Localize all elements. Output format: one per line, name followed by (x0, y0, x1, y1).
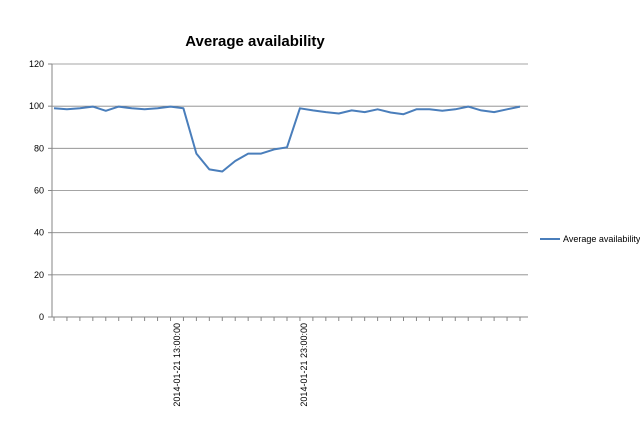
y-tick-label: 20 (34, 270, 44, 280)
data-point (351, 109, 353, 111)
y-axis-ticks: 0 20 40 60 80 100 120 (29, 59, 52, 322)
data-point (377, 108, 379, 110)
y-tick-label: 100 (29, 101, 44, 111)
data-point (66, 108, 68, 110)
data-point (234, 160, 236, 162)
y-tick-label: 120 (29, 59, 44, 69)
x-axis-ticks: 2014-01-21 13:00:00 2014-01-21 23:00:00 (53, 317, 521, 407)
data-point (144, 108, 146, 110)
data-point (390, 111, 392, 113)
data-point (325, 111, 327, 113)
data-point (441, 110, 443, 112)
data-point (92, 106, 94, 108)
x-tick-label: 2014-01-21 13:00:00 (172, 323, 182, 407)
data-point (53, 107, 55, 109)
data-point (157, 107, 159, 109)
data-point (480, 109, 482, 111)
data-point (364, 111, 366, 113)
data-point (247, 153, 249, 155)
data-point (131, 107, 133, 109)
data-point (105, 110, 107, 112)
data-point (467, 106, 469, 108)
data-point (299, 107, 301, 109)
data-point (170, 106, 172, 108)
data-point (506, 108, 508, 110)
series-group (53, 105, 521, 173)
data-point (182, 107, 184, 109)
data-point (493, 111, 495, 113)
series-line (53, 105, 521, 173)
y-tick-label: 40 (34, 228, 44, 238)
data-point (403, 113, 405, 115)
data-point (260, 153, 262, 155)
data-point (312, 109, 314, 111)
data-point (519, 106, 521, 108)
data-point (79, 107, 81, 109)
data-point (273, 148, 275, 150)
legend-label: Average availability (563, 234, 640, 244)
data-point (118, 106, 120, 108)
data-point (195, 153, 197, 155)
data-point (286, 146, 288, 148)
data-point (208, 168, 210, 170)
y-tick-label: 60 (34, 186, 44, 196)
data-point (415, 108, 417, 110)
data-point (428, 108, 430, 110)
gridlines (52, 63, 528, 276)
legend: Average availability (540, 234, 640, 244)
data-point (454, 108, 456, 110)
data-point (221, 171, 223, 173)
chart-title: Average availability (185, 33, 325, 50)
x-tick-label: 2014-01-21 23:00:00 (299, 323, 309, 407)
y-tick-label: 0 (39, 312, 44, 322)
y-tick-label: 80 (34, 143, 44, 153)
data-point (338, 113, 340, 115)
